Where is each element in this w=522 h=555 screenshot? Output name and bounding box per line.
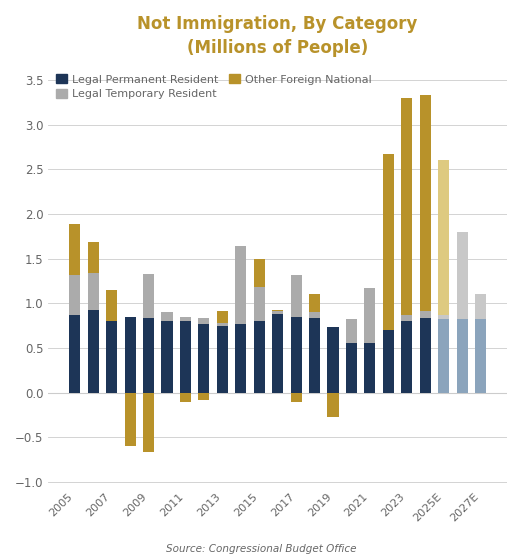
Bar (235, 324, 246, 392)
Bar (198, 324, 209, 392)
Bar (327, 392, 339, 417)
Bar (88, 310, 99, 392)
Bar (125, 392, 136, 446)
Bar (420, 95, 431, 311)
Bar (420, 319, 431, 392)
Bar (198, 392, 209, 400)
Bar (69, 224, 80, 275)
Bar (309, 319, 320, 392)
Bar (69, 275, 80, 315)
Bar (69, 315, 80, 392)
Bar (401, 321, 412, 392)
Bar (346, 319, 357, 344)
Bar (217, 311, 228, 323)
Bar (125, 317, 136, 392)
Bar (327, 327, 339, 392)
Bar (383, 154, 394, 330)
Bar (346, 344, 357, 392)
Bar (438, 315, 449, 319)
Bar (272, 314, 283, 392)
Bar (309, 294, 320, 312)
Bar (106, 290, 117, 321)
Bar (161, 312, 173, 321)
Bar (457, 232, 468, 319)
Bar (217, 326, 228, 392)
Bar (254, 287, 265, 321)
Bar (438, 319, 449, 392)
Bar (401, 98, 412, 315)
Bar (272, 311, 283, 314)
Bar (143, 392, 154, 452)
Bar (327, 392, 339, 417)
Bar (88, 273, 99, 310)
Bar (88, 241, 99, 273)
Bar (401, 315, 412, 321)
Bar (475, 319, 486, 392)
Bar (180, 321, 191, 392)
Bar (198, 317, 209, 324)
Title: Not Immigration, By Category
(Millions of People): Not Immigration, By Category (Millions o… (137, 15, 418, 57)
Bar (143, 274, 154, 319)
Bar (291, 275, 302, 317)
Text: Source: Congressional Budget Office: Source: Congressional Budget Office (166, 544, 356, 554)
Bar (438, 160, 449, 315)
Bar (309, 312, 320, 319)
Bar (272, 310, 283, 311)
Bar (254, 321, 265, 392)
Bar (217, 323, 228, 326)
Bar (364, 344, 375, 392)
Bar (161, 321, 173, 392)
Bar (420, 311, 431, 319)
Bar (180, 392, 191, 401)
Bar (180, 317, 191, 321)
Bar (457, 319, 468, 392)
Bar (106, 321, 117, 392)
Bar (143, 319, 154, 392)
Legend: Legal Permanent Resident, Legal Temporary Resident, Other Foreign National: Legal Permanent Resident, Legal Temporar… (54, 72, 374, 101)
Bar (254, 259, 265, 287)
Bar (125, 392, 136, 417)
Bar (291, 392, 302, 401)
Bar (235, 246, 246, 324)
Bar (364, 288, 375, 344)
Bar (291, 317, 302, 392)
Bar (475, 294, 486, 319)
Bar (383, 330, 394, 392)
